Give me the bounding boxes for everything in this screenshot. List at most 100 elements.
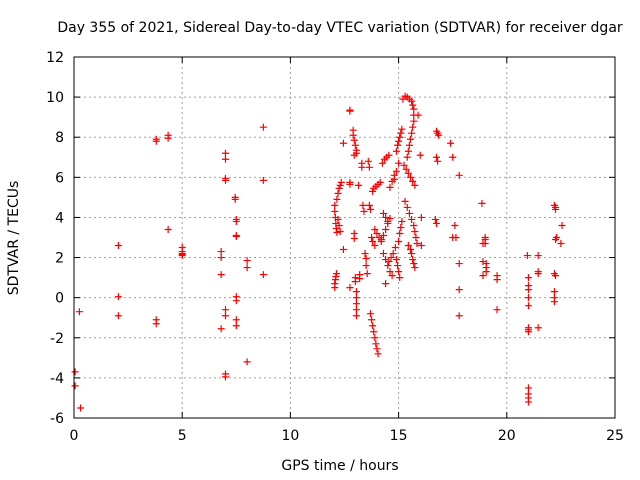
data-point [259, 176, 267, 184]
axis-ticks [73, 56, 616, 419]
data-point [551, 205, 559, 213]
data-points [71, 92, 566, 412]
data-point [232, 217, 240, 225]
data-point [550, 298, 558, 306]
data-point [431, 215, 439, 223]
data-point [114, 293, 122, 301]
data-point [405, 141, 413, 149]
data-point [409, 101, 417, 109]
data-point [432, 219, 440, 227]
y-tick-label: -4 [50, 371, 64, 387]
data-point [394, 262, 402, 270]
data-point [396, 229, 404, 237]
data-point [408, 129, 416, 137]
data-point [337, 178, 345, 186]
data-point [221, 149, 229, 157]
data-point [411, 264, 419, 272]
data-point [417, 213, 425, 221]
data-point [385, 151, 393, 159]
data-point [404, 242, 412, 250]
data-point [451, 221, 459, 229]
data-point [376, 178, 384, 186]
y-tick-label: -6 [50, 411, 64, 427]
plot-frame [73, 56, 616, 419]
x-tick-label: 10 [281, 428, 299, 444]
data-point [331, 207, 339, 215]
data-point [455, 312, 463, 320]
data-point [359, 201, 367, 209]
data-point [371, 242, 379, 250]
data-point [401, 197, 409, 205]
data-point [551, 272, 559, 280]
data-point [409, 123, 417, 131]
data-point [408, 215, 416, 223]
data-point [339, 246, 347, 254]
data-point [332, 270, 340, 278]
data-point [402, 165, 410, 173]
data-point [455, 171, 463, 179]
chart-title: Day 355 of 2021, Sidereal Day-to-day VTE… [57, 20, 623, 36]
data-point [333, 195, 341, 203]
data-point [232, 322, 240, 330]
data-point [384, 262, 392, 270]
data-point [71, 368, 79, 376]
data-point [398, 217, 406, 225]
data-point [396, 133, 404, 141]
data-point [524, 384, 532, 392]
data-point [333, 228, 341, 236]
data-point [352, 312, 360, 320]
data-point [404, 147, 412, 155]
data-point [432, 153, 440, 161]
data-point [382, 213, 390, 221]
data-point [366, 310, 374, 318]
y-axis-label: SDTVAR / TECUs [6, 181, 22, 296]
data-point [384, 217, 392, 225]
data-point [221, 155, 229, 163]
data-point [352, 288, 360, 296]
data-point [386, 183, 394, 191]
y-tick-labels: -6 -4 -2 0 2 4 6 8 10 12 [46, 50, 64, 427]
data-point [75, 308, 83, 316]
data-point [352, 300, 360, 308]
data-point [217, 254, 225, 262]
data-point [410, 221, 418, 229]
y-tick-label: 10 [46, 90, 64, 106]
data-point [455, 260, 463, 268]
data-point [392, 167, 400, 175]
data-point [114, 242, 122, 250]
data-point [392, 147, 400, 155]
data-point [493, 276, 501, 284]
data-point [377, 236, 385, 244]
data-point [164, 225, 172, 233]
data-point [405, 209, 413, 217]
data-point [371, 225, 379, 233]
x-tick-label: 25 [606, 428, 624, 444]
data-point [403, 153, 411, 161]
grid-lines [74, 57, 615, 418]
data-point [397, 223, 405, 231]
data-point [217, 271, 225, 279]
data-point [362, 255, 370, 263]
y-tick-label: 8 [55, 130, 64, 146]
data-point [335, 221, 343, 229]
y-tick-label: 12 [46, 50, 64, 66]
data-point [482, 268, 490, 276]
data-point [411, 227, 419, 235]
data-point [371, 334, 379, 342]
data-point [379, 231, 387, 239]
data-point [534, 252, 542, 260]
data-point [407, 246, 415, 254]
data-point [382, 225, 390, 233]
data-point [387, 254, 395, 262]
data-point [164, 134, 172, 142]
data-point [368, 316, 376, 324]
data-point [452, 234, 460, 241]
data-point [417, 242, 425, 250]
data-point [352, 306, 360, 314]
y-tick-label: 2 [55, 251, 64, 267]
data-point [351, 278, 359, 286]
data-point [551, 236, 559, 244]
data-point [434, 157, 442, 165]
data-point [449, 153, 457, 161]
